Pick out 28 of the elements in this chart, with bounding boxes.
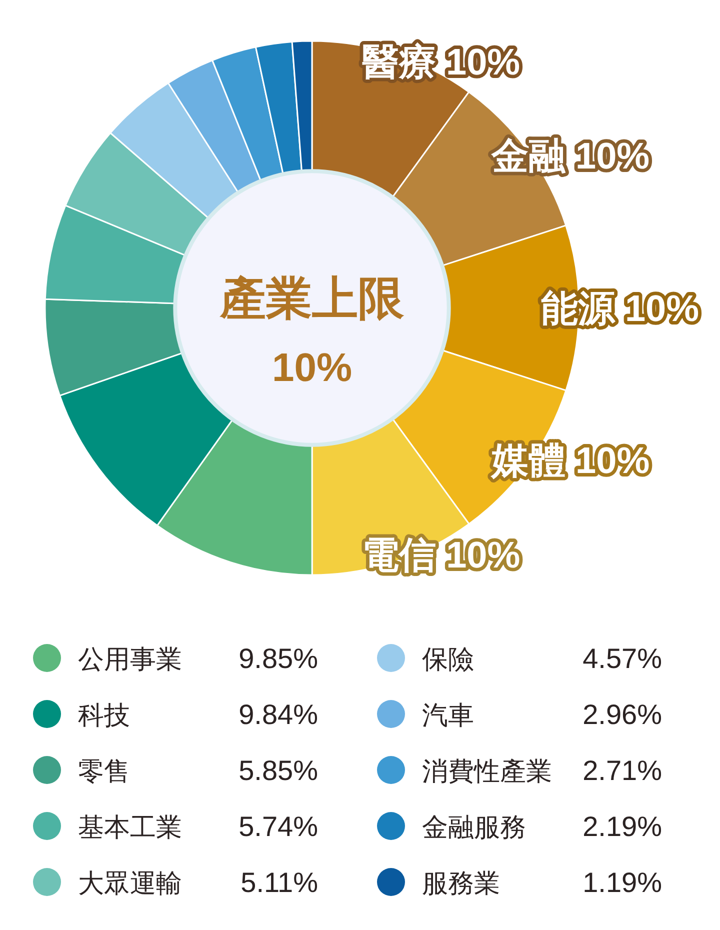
data-label: 10%	[446, 534, 520, 576]
legend-label: 公用事業	[78, 644, 182, 674]
text: 10%	[272, 346, 352, 390]
legend-label: 大眾運輸	[78, 868, 182, 898]
legend-label: 零售	[78, 756, 130, 786]
data-label: 10%	[624, 288, 700, 329]
data-label: 2.71%	[582, 755, 662, 786]
slice-label: 金融	[490, 136, 567, 177]
legend-label: 汽車	[422, 700, 474, 730]
legend-label: 消費性產業	[422, 756, 552, 786]
legend-label: 基本工業	[78, 812, 182, 842]
data-label: 5.74%	[238, 811, 318, 842]
data-label: 2.96%	[582, 699, 662, 730]
data-label: 5.11%	[240, 867, 318, 898]
data-label: 5.85%	[238, 755, 318, 786]
legend-label: 科技	[78, 700, 130, 730]
data-label: 10%	[446, 42, 520, 83]
data-label: 2.19%	[582, 811, 662, 842]
text: 產業上限	[219, 272, 405, 324]
data-label: 10%	[576, 440, 650, 482]
legend-label: 服務業	[422, 868, 500, 898]
data-label: 9.84%	[238, 699, 318, 730]
legend-label: 金融服務	[422, 812, 526, 842]
data-label: 4.57%	[582, 643, 662, 674]
legend-label: 保險	[422, 644, 474, 674]
data-label: 9.85%	[238, 643, 318, 674]
data-label: 1.19%	[582, 867, 662, 898]
data-label: 10%	[576, 136, 650, 177]
